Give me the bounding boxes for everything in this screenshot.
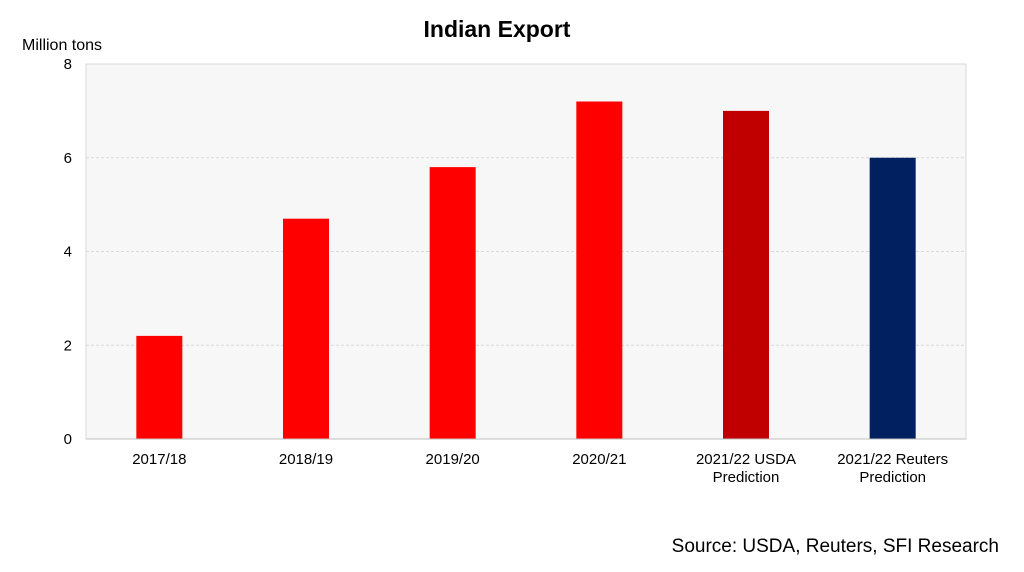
x-tick-label: 2019/20 [426, 451, 480, 468]
gridlines [86, 63, 966, 346]
y-tick-label: 8 [64, 56, 72, 73]
x-tick-label: Prediction [713, 469, 780, 486]
x-tick-label: 2020/21 [572, 451, 626, 468]
chart-title: Indian Export [424, 16, 571, 42]
bar [283, 218, 329, 439]
x-tick-label: 2021/22 USDA [696, 451, 796, 468]
x-tick-label: 2017/18 [132, 451, 186, 468]
y-tick-label: 0 [64, 431, 72, 448]
x-axis-ticks: 2017/18 2018/19 2019/20 2020/21 2021/22 USDA… [132, 451, 948, 486]
bar [429, 167, 476, 439]
bar [136, 335, 183, 439]
y-axis-label: Million tons [22, 37, 102, 54]
bar [576, 101, 623, 439]
x-tick-label: Prediction [859, 469, 926, 486]
y-axis-ticks: 0 2 4 6 8 [64, 56, 72, 448]
bars [136, 101, 916, 439]
x-tick-label: 2018/19 [279, 451, 333, 468]
bar [869, 157, 916, 439]
y-tick-label: 2 [64, 337, 72, 354]
source-note: Source: USDA, Reuters, SFI Research [672, 536, 999, 557]
bar [723, 110, 769, 439]
y-tick-label: 6 [64, 150, 72, 167]
y-tick-label: 4 [64, 244, 72, 261]
x-tick-label: 2021/22 Reuters [837, 451, 948, 468]
